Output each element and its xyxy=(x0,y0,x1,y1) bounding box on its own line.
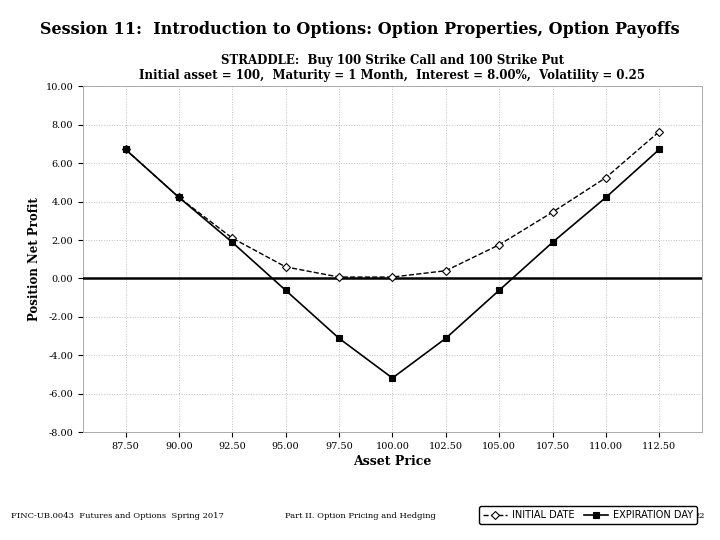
EXPIRATION DAY xyxy=(282,287,290,294)
Text: Session 11:  Introduction to Options: Option Properties, Option Payoffs: Session 11: Introduction to Options: Opt… xyxy=(40,21,680,38)
Text: Part II. Option Pricing and Hedging: Part II. Option Pricing and Hedging xyxy=(284,511,436,519)
EXPIRATION DAY xyxy=(174,194,183,201)
EXPIRATION DAY xyxy=(495,287,503,294)
EXPIRATION DAY xyxy=(602,194,611,201)
INITIAL DATE xyxy=(228,235,237,241)
INITIAL DATE xyxy=(441,267,450,274)
X-axis label: Asset Price: Asset Price xyxy=(354,455,431,468)
INITIAL DATE xyxy=(282,264,290,270)
EXPIRATION DAY xyxy=(228,239,237,246)
INITIAL DATE xyxy=(548,209,557,215)
EXPIRATION DAY xyxy=(335,335,343,341)
Title: STRADDLE:  Buy 100 Strike Call and 100 Strike Put
Initial asset = 100,  Maturity: STRADDLE: Buy 100 Strike Call and 100 St… xyxy=(140,55,645,83)
Y-axis label: Position Net Profit: Position Net Profit xyxy=(28,197,41,321)
EXPIRATION DAY xyxy=(548,239,557,246)
Line: EXPIRATION DAY: EXPIRATION DAY xyxy=(122,146,662,381)
EXPIRATION DAY xyxy=(121,146,130,153)
EXPIRATION DAY xyxy=(441,335,450,341)
INITIAL DATE xyxy=(602,174,611,181)
EXPIRATION DAY xyxy=(388,375,397,381)
INITIAL DATE xyxy=(335,274,343,280)
Text: 22: 22 xyxy=(695,511,706,519)
EXPIRATION DAY xyxy=(655,146,664,153)
Text: ©2017 Figlewski: ©2017 Figlewski xyxy=(616,511,688,519)
INITIAL DATE xyxy=(121,146,130,153)
INITIAL DATE xyxy=(495,241,503,248)
INITIAL DATE xyxy=(174,194,183,201)
INITIAL DATE xyxy=(388,274,397,280)
Line: INITIAL DATE: INITIAL DATE xyxy=(122,129,662,280)
Text: FINC-UB.0043  Futures and Options  Spring 2017: FINC-UB.0043 Futures and Options Spring … xyxy=(11,511,224,519)
Legend: INITIAL DATE, EXPIRATION DAY: INITIAL DATE, EXPIRATION DAY xyxy=(479,506,697,524)
INITIAL DATE xyxy=(655,129,664,135)
